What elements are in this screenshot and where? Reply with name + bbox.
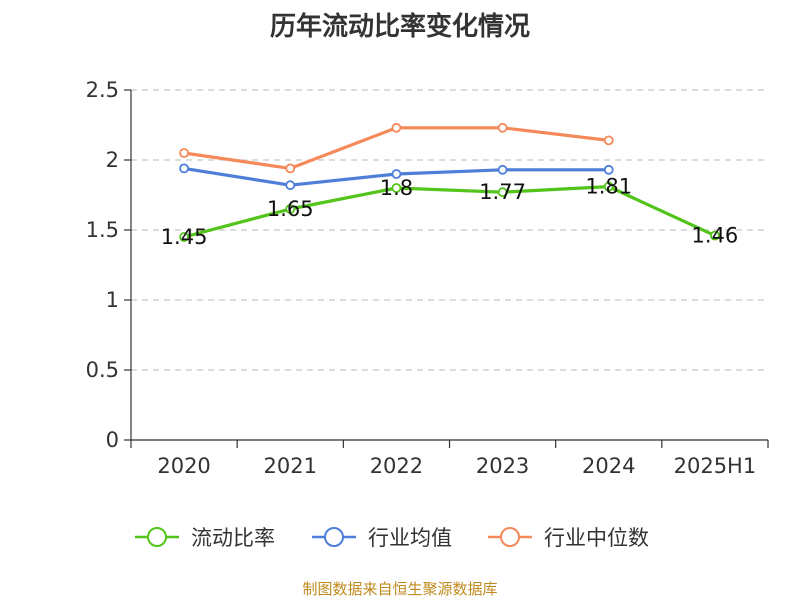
legend-marker: [147, 527, 167, 547]
y-tick-label: 0: [106, 428, 119, 452]
x-tick-label: 2024: [582, 454, 635, 478]
data-point: [497, 122, 508, 133]
data-label: 1.45: [161, 225, 208, 249]
data-point: [391, 183, 402, 193]
data-point: [285, 204, 296, 214]
x-tick-label: 2023: [476, 454, 529, 478]
series-line-2: [183, 126, 609, 170]
chart-title: 历年流动比率变化情况: [269, 12, 530, 42]
x-tick-label: 2022: [370, 454, 423, 478]
data-point: [710, 230, 720, 241]
x-tick-label: 2025H1: [674, 454, 757, 478]
data-point: [285, 180, 296, 191]
data-point: [603, 135, 614, 146]
legend-marker: [500, 527, 520, 547]
data-label: 1.46: [692, 224, 739, 248]
data-label: 1.81: [585, 175, 632, 199]
y-tick-label: 1.5: [86, 218, 119, 242]
x-tick-label: 2020: [157, 454, 210, 478]
legend-marker: [324, 527, 344, 547]
data-label: 1.77: [479, 180, 526, 204]
y-tick-label: 2: [106, 148, 119, 172]
data-point: [179, 148, 189, 158]
data-point: [285, 163, 296, 174]
data-point: [497, 164, 508, 175]
data-point: [179, 232, 189, 242]
x-tick-label: 2021: [264, 454, 317, 478]
grid-lines: [131, 89, 768, 371]
data-point: [603, 181, 614, 192]
source-footer: 制图数据来自恒生聚源数据库: [302, 580, 498, 598]
legend-label: 流动比率: [191, 526, 275, 550]
data-label: 1.65: [267, 197, 314, 221]
series-line-0: [183, 185, 716, 239]
data-point: [603, 164, 614, 175]
data-point: [497, 187, 508, 198]
legend-label: 行业中位数: [544, 526, 649, 550]
legend: 流动比率 行业均值 行业中位数: [135, 526, 649, 550]
data-labels: 1.45 1.65 1.8 1.77 1.81 1.46: [161, 175, 739, 249]
legend-label: 行业均值: [368, 526, 452, 550]
y-tick-label: 0.5: [86, 358, 119, 382]
y-tick-label: 2.5: [86, 78, 119, 102]
axes: 0 0.5 1 1.5 2 2.5 2020 2021 2022 2023 2024 2025H1: [86, 78, 769, 478]
y-tick-label: 1: [106, 288, 119, 312]
series-lines: [179, 122, 720, 242]
data-point: [391, 169, 402, 179]
data-point: [391, 122, 402, 133]
data-label: 1.8: [380, 176, 413, 200]
data-point: [179, 163, 189, 174]
